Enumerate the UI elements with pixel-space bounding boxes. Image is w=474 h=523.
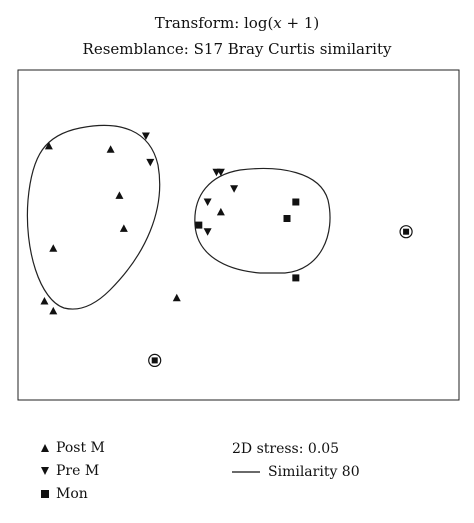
legend-item-similarity: Similarity 80 — [232, 464, 360, 480]
point-triangle-up-5 — [49, 306, 58, 315]
point-square-0 — [195, 221, 203, 229]
point-triangle-down-5 — [203, 198, 212, 206]
legend-label-mon: Mon — [56, 486, 88, 502]
point-circled-square-1 — [148, 353, 162, 367]
point-triangle-down-0 — [141, 132, 150, 140]
point-triangle-up-4 — [40, 297, 49, 305]
triangle-up-icon — [41, 444, 49, 452]
point-triangle-down-6 — [203, 228, 212, 236]
legend-label-similarity: Similarity 80 — [268, 464, 360, 480]
chart-title-line-1: Transform: log(x + 1) — [154, 14, 320, 32]
legend-label-pre-m: Pre M — [56, 463, 100, 479]
legend-label-post-m: Post M — [56, 440, 105, 456]
stress-label: 2D stress: 0.05 — [232, 441, 340, 457]
point-triangle-up-6 — [172, 293, 181, 302]
point-triangle-down-4 — [230, 185, 239, 193]
point-square-2 — [292, 198, 300, 206]
legend-item-post-m: Post M — [40, 440, 105, 456]
point-triangle-up-3 — [49, 244, 58, 252]
line-sample-icon — [232, 471, 260, 473]
legend-item-pre-m: Pre M — [40, 463, 99, 479]
point-square-3 — [292, 274, 300, 282]
similarity-contour-right — [194, 167, 331, 274]
legend-item-mon: Mon — [40, 486, 88, 502]
point-triangle-down-1 — [146, 158, 155, 167]
point-square-1 — [283, 215, 291, 222]
square-icon — [41, 490, 49, 498]
point-triangle-up-2 — [115, 191, 124, 199]
point-triangle-up-0 — [44, 141, 53, 150]
point-triangle-up-8 — [216, 207, 225, 216]
point-triangle-up-1 — [106, 145, 115, 153]
point-triangle-down-3 — [216, 168, 225, 177]
plot-frame — [17, 69, 460, 401]
chart-title-line-2: Resemblance: S17 Bray Curtis similarity — [82, 40, 392, 58]
point-circled-square-0 — [399, 225, 413, 239]
point-triangle-up-7 — [119, 224, 128, 232]
similarity-contour-left — [26, 124, 161, 310]
triangle-down-icon — [41, 467, 49, 475]
